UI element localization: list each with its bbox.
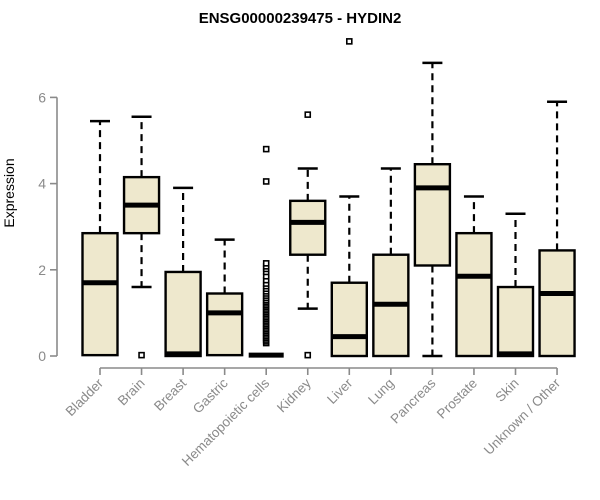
boxplot-box-kidney bbox=[289, 111, 327, 359]
x-category-label: Pancreas bbox=[388, 375, 439, 426]
boxplot-box-prostate bbox=[455, 195, 493, 358]
x-category-label: Breast bbox=[151, 375, 189, 413]
box-rect bbox=[330, 281, 368, 358]
x-category-label: Unknown / Other bbox=[481, 375, 564, 458]
y-tick-label: 2 bbox=[38, 262, 46, 278]
x-category-label: Prostate bbox=[434, 376, 480, 422]
y-axis-label: Expression bbox=[1, 158, 17, 227]
box-rect bbox=[289, 199, 327, 256]
x-category-label: Bladder bbox=[63, 375, 107, 419]
boxplot-box-brain bbox=[122, 115, 161, 359]
chart-title: ENSG00000239475 - HYDIN2 bbox=[199, 10, 402, 27]
box-rect bbox=[81, 231, 119, 357]
boxplot-box-gastric bbox=[205, 238, 244, 357]
outlier-point bbox=[304, 111, 312, 118]
boxes-layer bbox=[81, 38, 576, 359]
outlier-point bbox=[262, 145, 270, 153]
y-tick-label: 4 bbox=[38, 176, 46, 192]
x-category-label: Lung bbox=[365, 376, 397, 408]
box-rect bbox=[538, 249, 576, 358]
x-category-label: Skin bbox=[492, 376, 521, 405]
outlier-point bbox=[304, 351, 312, 359]
boxplot-box-skin bbox=[496, 212, 535, 358]
x-category-label: Gastric bbox=[190, 375, 231, 416]
outlier-point bbox=[262, 178, 270, 185]
y-tick-label: 6 bbox=[38, 89, 46, 105]
outlier-point bbox=[262, 260, 270, 267]
boxplot-box-unknown-other bbox=[538, 100, 576, 358]
box-rect bbox=[496, 285, 535, 358]
y-tick-label: 0 bbox=[38, 348, 46, 364]
boxplot-box-liver bbox=[330, 38, 368, 358]
box-rect bbox=[205, 292, 244, 357]
box-rect bbox=[164, 270, 202, 358]
boxplot-box-bladder bbox=[81, 119, 119, 357]
outlier-point bbox=[138, 351, 145, 359]
boxplot-box-pancreas bbox=[413, 61, 452, 358]
box-rect bbox=[455, 231, 493, 358]
x-category-label: Liver bbox=[324, 375, 356, 407]
boxplot-box-hematopoietic-cells bbox=[248, 145, 284, 358]
x-category-label: Kidney bbox=[274, 375, 314, 415]
box-rect bbox=[413, 163, 452, 267]
boxplot-box-breast bbox=[164, 186, 202, 358]
x-category-label: Brain bbox=[115, 376, 148, 409]
outlier-point bbox=[345, 38, 353, 45]
boxplot-box-lung bbox=[372, 167, 410, 358]
